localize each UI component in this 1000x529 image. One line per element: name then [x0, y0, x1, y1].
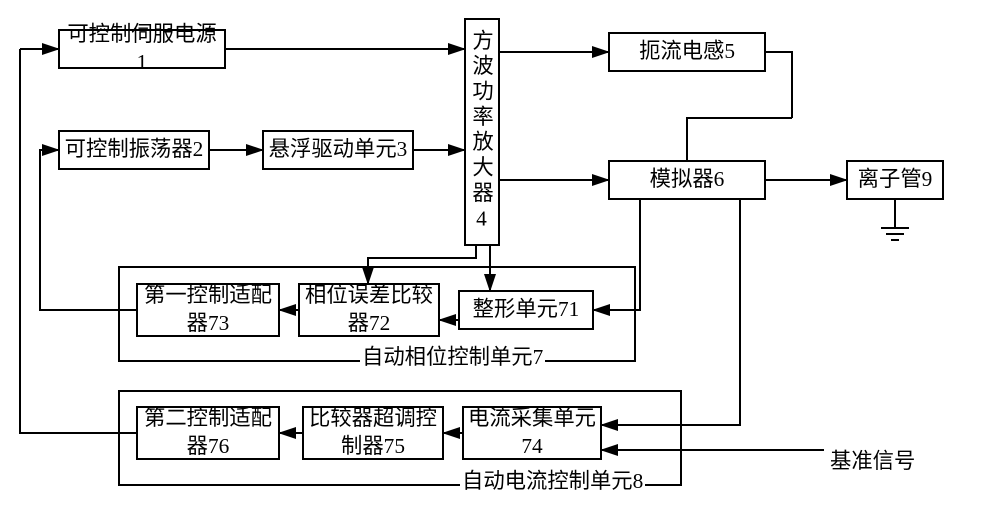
panel-current-control-label: 自动电流控制单元8 — [460, 464, 645, 495]
panel-phase-control-label: 自动相位控制单元7 — [360, 340, 545, 371]
block-oscillator: 可控制振荡器2 — [58, 130, 210, 170]
block-label: 悬浮驱动单元3 — [269, 136, 408, 164]
block-label: 方波功率放大器4 — [467, 29, 498, 234]
block-label: 第一控制适配器73 — [142, 282, 274, 337]
block-label: 整形单元71 — [473, 296, 580, 324]
block-label: 扼流电感5 — [639, 38, 735, 66]
block-label: 离子管9 — [858, 166, 933, 194]
block-current-sampler: 电流采集单元74 — [462, 406, 602, 460]
block-square-amplifier: 方波功率放大器4 — [464, 18, 500, 246]
block-ion-tube: 离子管9 — [846, 160, 944, 200]
block-simulator: 模拟器6 — [608, 160, 766, 200]
block-label: 电流采集单元74 — [468, 405, 596, 460]
block-label: 比较器超调控制器75 — [308, 405, 438, 460]
block-label: 第二控制适配器76 — [142, 405, 274, 460]
block-label: 可控制伺服电源1 — [64, 21, 220, 76]
label-reference-signal: 基准信号 — [830, 444, 915, 475]
block-choke-inductor: 扼流电感5 — [608, 32, 766, 72]
block-floating-driver: 悬浮驱动单元3 — [262, 130, 414, 170]
block-adapter-2: 第二控制适配器76 — [136, 406, 280, 460]
block-phase-comparator: 相位误差比较器72 — [298, 283, 440, 337]
block-adapter-1: 第一控制适配器73 — [136, 283, 280, 337]
block-label: 相位误差比较器72 — [304, 282, 434, 337]
block-overshoot-ctrl: 比较器超调控制器75 — [302, 406, 444, 460]
block-servo-power: 可控制伺服电源1 — [58, 29, 226, 69]
block-label: 可控制振荡器2 — [65, 136, 204, 164]
block-label: 模拟器6 — [650, 166, 725, 194]
block-shaping-unit: 整形单元71 — [458, 290, 594, 330]
